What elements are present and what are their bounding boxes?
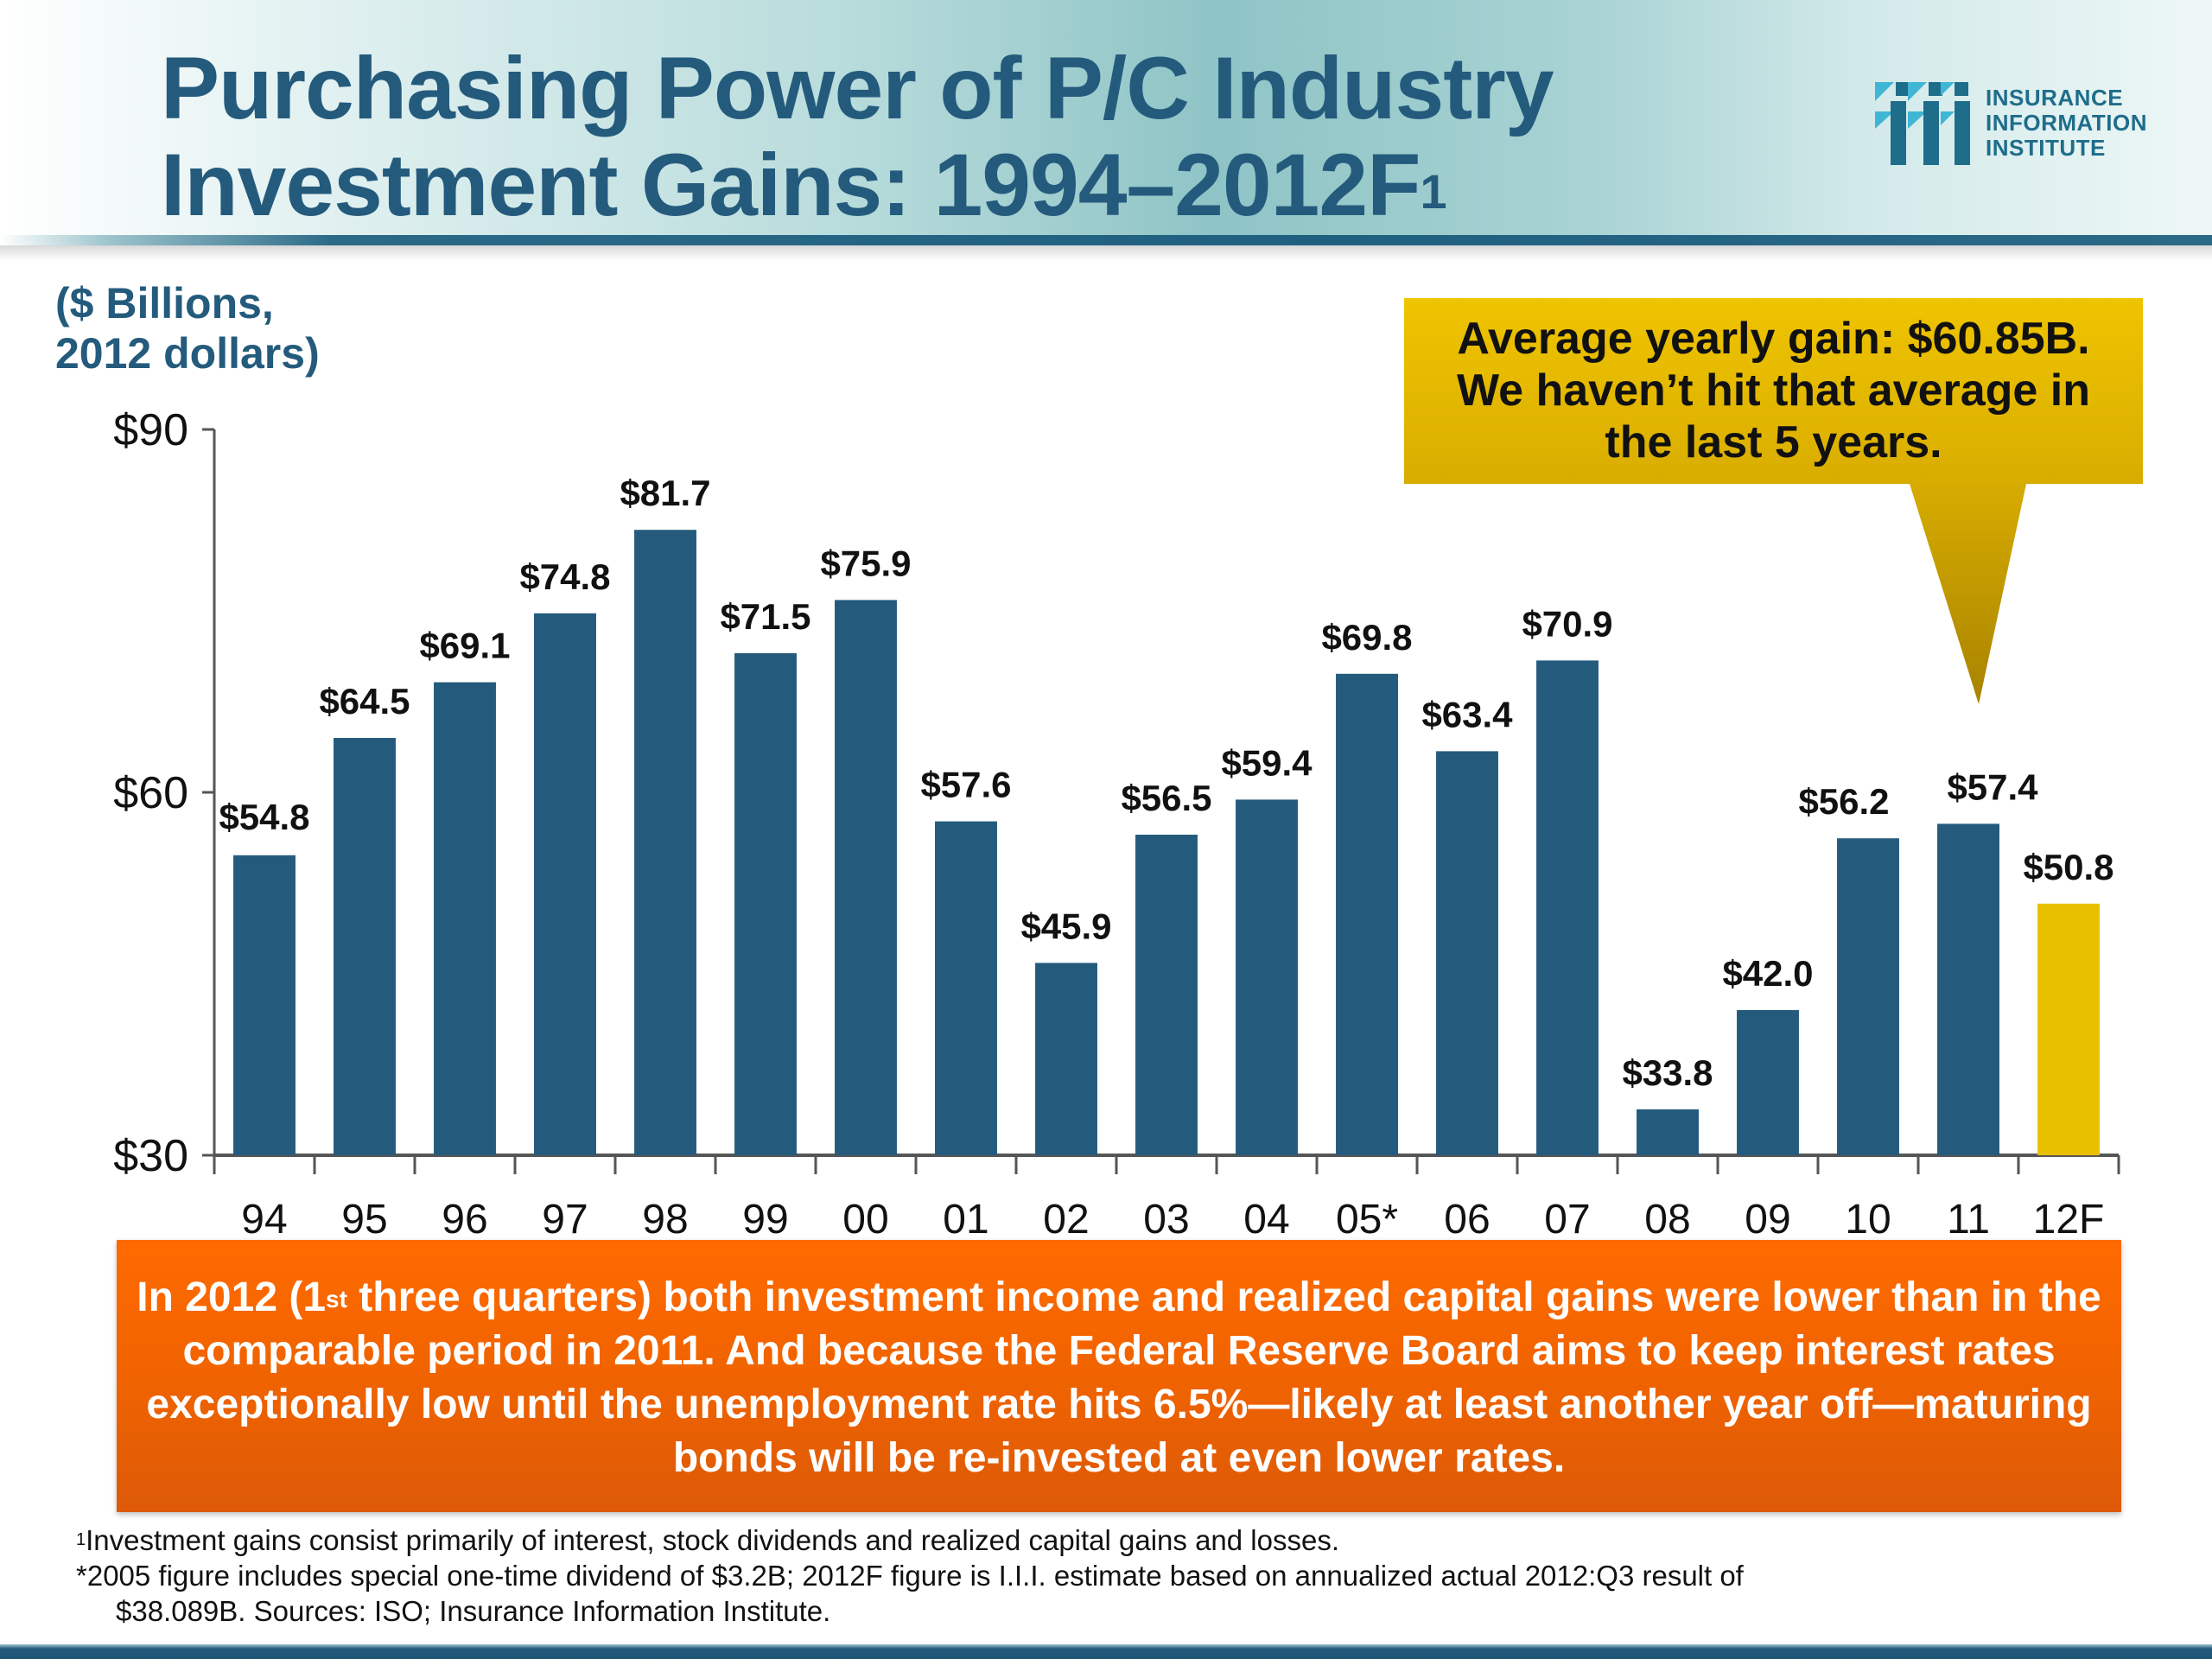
data-label-94: $54.8 xyxy=(219,797,309,837)
data-label-06: $63.4 xyxy=(1421,694,1513,734)
x-tick-label: 08 xyxy=(1644,1197,1690,1236)
callout-line-3: the last 5 years. xyxy=(1605,417,1942,467)
data-label-97: $74.8 xyxy=(519,556,610,597)
data-label-10: $56.2 xyxy=(1798,781,1889,822)
chart-bars xyxy=(233,530,2100,1155)
data-label-99: $71.5 xyxy=(720,596,810,637)
x-tick-label: 99 xyxy=(742,1197,788,1236)
data-label-08: $33.8 xyxy=(1622,1052,1713,1093)
data-label-95: $64.5 xyxy=(319,681,410,721)
bar-chart: $54.8 $64.5$69.1$74.8 $81.7 $71.5$75.9 $57.6… xyxy=(113,298,2143,1236)
data-label-04: $59.4 xyxy=(1221,742,1313,783)
y-tick-label: $90 xyxy=(113,405,188,455)
commentary-part-1: In 2012 (1 xyxy=(137,1274,327,1320)
bar-02 xyxy=(1035,963,1097,1155)
header-divider xyxy=(0,235,2212,245)
average-callout: Average yearly gain: $60.85B. We haven’t… xyxy=(1408,313,2139,468)
data-label-07: $70.9 xyxy=(1522,603,1612,644)
bar-98 xyxy=(634,530,696,1155)
x-tick-label: 04 xyxy=(1243,1197,1289,1236)
title-line-2: Investment Gains: 1994–2012F xyxy=(161,136,1421,234)
footnote-1: 1Investment gains consist primarily of i… xyxy=(76,1522,2184,1558)
chart-x-tick-labels: 94 95 96 97 98 99 00 01 02 03 04 05* 06 07 08 09 10 11 12F xyxy=(241,1197,2104,1236)
chart-data-labels: $54.8 $64.5$69.1$74.8 $81.7 $71.5$75.9 $57.6… xyxy=(219,473,2113,1093)
bar-01 xyxy=(935,821,997,1155)
commentary-part-2: three quarters) both investment income a… xyxy=(146,1274,2101,1481)
page-title: Purchasing Power of P/C Industry Investm… xyxy=(161,40,1554,233)
callout-line-2: We haven’t hit that average in xyxy=(1456,365,2090,416)
x-tick-label: 07 xyxy=(1544,1197,1590,1236)
title-line-1: Purchasing Power of P/C Industry xyxy=(161,39,1554,137)
x-tick-label: 95 xyxy=(341,1197,387,1236)
data-label-00: $75.9 xyxy=(820,543,911,583)
callout-shape xyxy=(1404,298,2143,704)
bar-11 xyxy=(1937,823,1999,1155)
data-label-02: $45.9 xyxy=(1020,906,1111,946)
logo-line-3: INSTITUTE xyxy=(1986,135,2106,161)
y-tick-label: $30 xyxy=(113,1131,188,1181)
header-shadow xyxy=(0,245,2212,261)
data-label-09: $42.0 xyxy=(1722,953,1813,994)
callout-box xyxy=(1404,298,2143,704)
x-tick-label: 05* xyxy=(1336,1197,1398,1236)
bar-12F xyxy=(2037,903,2100,1155)
data-label-12F: $50.8 xyxy=(2023,847,2113,887)
x-tick-label: 02 xyxy=(1043,1197,1089,1236)
x-tick-label: 09 xyxy=(1745,1197,1790,1236)
iii-logo-wordmark: INSURANCE INFORMATION INSTITUTE xyxy=(1986,86,2147,161)
y-tick-label: $60 xyxy=(113,768,188,818)
bar-03 xyxy=(1135,835,1198,1155)
bar-99 xyxy=(734,653,797,1155)
x-tick-label: 12F xyxy=(2033,1197,2105,1236)
header-banner xyxy=(0,0,2212,242)
logo-line-2: INFORMATION xyxy=(1986,110,2147,136)
x-tick-label: 00 xyxy=(842,1197,888,1236)
x-tick-label: 11 xyxy=(1947,1197,1990,1236)
x-tick-label: 06 xyxy=(1444,1197,1490,1236)
logo-line-1: INSURANCE xyxy=(1986,85,2124,111)
data-label-11: $57.4 xyxy=(1947,766,2038,807)
commentary-superscript: st xyxy=(326,1286,347,1313)
footnote-2: *2005 figure includes special one-time d… xyxy=(76,1560,1744,1592)
footnotes: 1Investment gains consist primarily of i… xyxy=(76,1522,2184,1629)
x-tick-label: 01 xyxy=(943,1197,988,1236)
data-label-05: $69.8 xyxy=(1321,617,1412,658)
iii-logo: INSURANCE INFORMATION INSTITUTE xyxy=(1875,82,2186,168)
x-tick-label: 96 xyxy=(442,1197,487,1236)
x-tick-label: 03 xyxy=(1143,1197,1189,1236)
bar-04 xyxy=(1236,799,1298,1155)
bar-97 xyxy=(534,613,596,1155)
bar-94 xyxy=(233,855,296,1155)
x-tick-label: 98 xyxy=(642,1197,688,1236)
data-label-96: $69.1 xyxy=(419,626,510,666)
bar-95 xyxy=(334,738,396,1155)
units-line-2: 2012 dollars) xyxy=(55,329,320,378)
bar-08 xyxy=(1637,1109,1699,1155)
footer-bar xyxy=(0,1644,2212,1659)
iii-logo-icon xyxy=(1875,82,1970,165)
data-label-03: $56.5 xyxy=(1121,778,1211,818)
title-footnote-marker: 1 xyxy=(1420,164,1446,219)
bar-10 xyxy=(1837,838,1899,1155)
units-line-1: ($ Billions, xyxy=(55,279,274,327)
bar-09 xyxy=(1737,1010,1799,1155)
x-tick-label: 97 xyxy=(542,1197,588,1236)
commentary-box: In 2012 (1st three quarters) both invest… xyxy=(117,1240,2121,1512)
bar-05 xyxy=(1336,673,1398,1155)
bar-00 xyxy=(835,600,897,1155)
commentary-text: In 2012 (1st three quarters) both invest… xyxy=(134,1271,2104,1485)
bar-96 xyxy=(434,682,496,1155)
bar-06 xyxy=(1436,751,1498,1155)
data-label-98: $81.7 xyxy=(620,473,710,513)
callout-line-1: Average yearly gain: $60.85B. xyxy=(1457,314,2090,364)
units-label: ($ Billions, 2012 dollars) xyxy=(55,278,320,378)
footnote-1-text: Investment gains consist primarily of in… xyxy=(86,1524,1340,1556)
bar-07 xyxy=(1536,660,1599,1155)
chart-y-tick-labels: $30 $60 $90 xyxy=(113,405,188,1181)
x-tick-label: 10 xyxy=(1845,1197,1891,1236)
footnote-2-continued: $38.089B. Sources: ISO; Insurance Inform… xyxy=(116,1595,831,1627)
footnote-1-marker: 1 xyxy=(76,1530,86,1549)
x-tick-label: 94 xyxy=(241,1197,287,1236)
data-label-01: $57.6 xyxy=(920,765,1011,805)
